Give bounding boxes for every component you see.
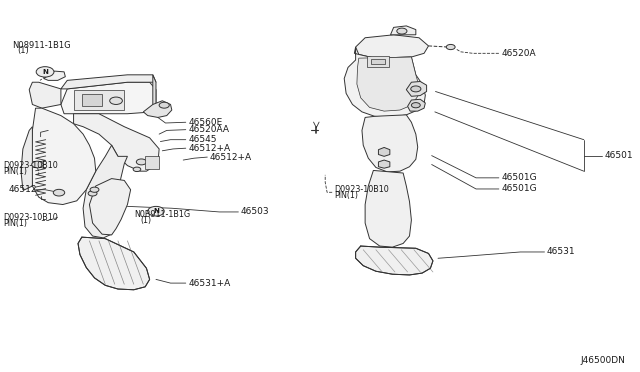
Circle shape: [36, 67, 54, 77]
Polygon shape: [61, 82, 156, 114]
Circle shape: [159, 102, 170, 108]
Polygon shape: [83, 145, 127, 238]
Circle shape: [411, 86, 421, 92]
Text: 46545: 46545: [188, 135, 217, 144]
Text: 46531+A: 46531+A: [188, 279, 230, 288]
Text: D0923-10B10: D0923-10B10: [3, 213, 58, 222]
Polygon shape: [406, 81, 427, 96]
Polygon shape: [390, 26, 416, 35]
FancyBboxPatch shape: [145, 156, 159, 169]
Text: 46512+A: 46512+A: [188, 144, 230, 153]
Text: 46512+A: 46512+A: [210, 153, 252, 161]
Text: 46560E: 46560E: [188, 118, 223, 127]
Text: N0B911-1B1G: N0B911-1B1G: [134, 211, 190, 219]
Polygon shape: [61, 75, 156, 89]
Polygon shape: [74, 114, 159, 171]
Text: PIN(1): PIN(1): [3, 167, 28, 176]
Circle shape: [133, 167, 141, 171]
Polygon shape: [371, 58, 385, 64]
Polygon shape: [408, 99, 426, 111]
Polygon shape: [356, 35, 429, 58]
Circle shape: [109, 97, 122, 105]
Polygon shape: [367, 56, 388, 67]
Text: 46520AA: 46520AA: [188, 125, 229, 134]
Polygon shape: [356, 246, 433, 275]
Text: 46501: 46501: [604, 151, 633, 160]
Polygon shape: [357, 57, 419, 111]
Circle shape: [148, 206, 164, 216]
Circle shape: [53, 189, 65, 196]
Text: J46500DN: J46500DN: [580, 356, 625, 365]
Text: (1): (1): [140, 216, 151, 225]
Text: D0923-10B10: D0923-10B10: [3, 161, 58, 170]
Text: 46520A: 46520A: [501, 49, 536, 58]
Polygon shape: [90, 179, 131, 235]
Polygon shape: [78, 237, 150, 290]
Text: PIN(1): PIN(1): [335, 191, 358, 200]
Polygon shape: [31, 108, 96, 205]
Circle shape: [88, 191, 97, 196]
Polygon shape: [365, 170, 412, 247]
Polygon shape: [44, 71, 65, 80]
Text: N: N: [42, 69, 48, 75]
Text: 46503: 46503: [240, 208, 269, 217]
Circle shape: [136, 159, 147, 165]
Polygon shape: [344, 47, 426, 118]
Circle shape: [32, 161, 43, 168]
Circle shape: [412, 103, 420, 108]
Circle shape: [90, 187, 99, 192]
Text: N: N: [153, 208, 159, 214]
Text: 46501G: 46501G: [501, 185, 537, 193]
Text: 46501G: 46501G: [501, 173, 537, 182]
Polygon shape: [21, 127, 33, 190]
Polygon shape: [82, 94, 102, 106]
Polygon shape: [153, 75, 156, 105]
Circle shape: [397, 28, 407, 34]
Text: 46531: 46531: [547, 247, 575, 256]
Polygon shape: [378, 147, 390, 156]
Text: D0923-10B10: D0923-10B10: [335, 185, 390, 194]
Text: N08911-1B1G: N08911-1B1G: [12, 41, 71, 50]
Text: 46512: 46512: [8, 185, 36, 194]
Text: (1): (1): [17, 46, 29, 55]
Polygon shape: [362, 115, 418, 172]
Text: PIN(1): PIN(1): [3, 219, 28, 228]
Polygon shape: [143, 101, 172, 118]
Polygon shape: [74, 90, 124, 110]
Circle shape: [446, 44, 455, 49]
Polygon shape: [378, 160, 390, 168]
Polygon shape: [29, 82, 61, 108]
